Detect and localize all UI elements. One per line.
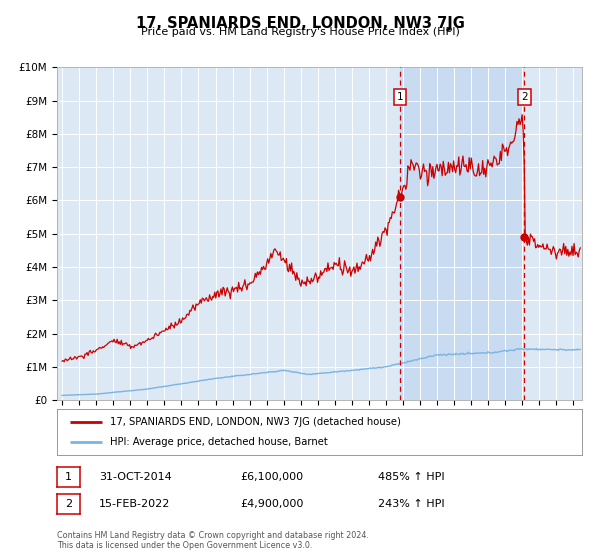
Text: £4,900,000: £4,900,000 (240, 499, 304, 509)
Text: HPI: Average price, detached house, Barnet: HPI: Average price, detached house, Barn… (110, 437, 327, 447)
Text: 1: 1 (65, 472, 72, 482)
Text: 17, SPANIARDS END, LONDON, NW3 7JG: 17, SPANIARDS END, LONDON, NW3 7JG (136, 16, 464, 31)
Text: £6,100,000: £6,100,000 (240, 472, 303, 482)
Text: Price paid vs. HM Land Registry's House Price Index (HPI): Price paid vs. HM Land Registry's House … (140, 27, 460, 37)
Bar (400, 67, 524, 400)
Text: 2: 2 (521, 92, 527, 102)
Text: Contains HM Land Registry data © Crown copyright and database right 2024.: Contains HM Land Registry data © Crown c… (57, 531, 369, 540)
Text: 17, SPANIARDS END, LONDON, NW3 7JG (detached house): 17, SPANIARDS END, LONDON, NW3 7JG (deta… (110, 417, 400, 427)
Text: 1: 1 (397, 92, 403, 102)
Text: 485% ↑ HPI: 485% ↑ HPI (378, 472, 445, 482)
Text: 15-FEB-2022: 15-FEB-2022 (99, 499, 170, 509)
Text: 243% ↑ HPI: 243% ↑ HPI (378, 499, 445, 509)
Text: This data is licensed under the Open Government Licence v3.0.: This data is licensed under the Open Gov… (57, 541, 313, 550)
Text: 2: 2 (65, 499, 72, 509)
Text: 31-OCT-2014: 31-OCT-2014 (99, 472, 172, 482)
